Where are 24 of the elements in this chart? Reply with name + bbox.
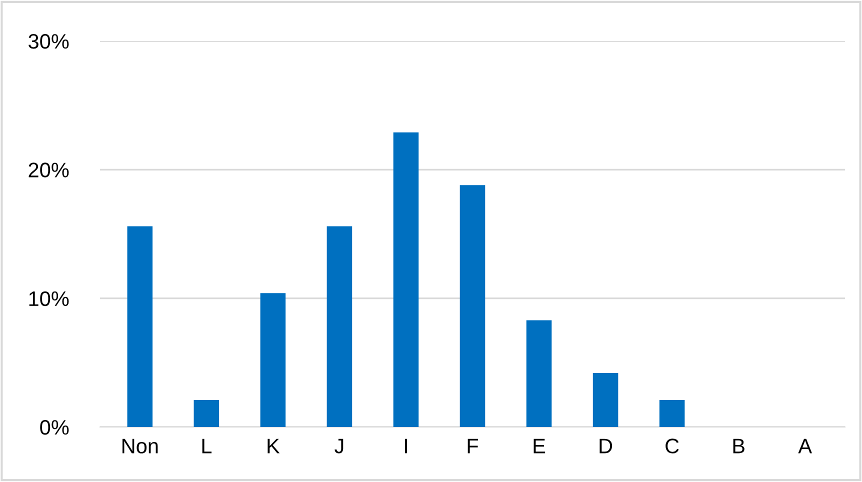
x-tick-label: D — [600, 438, 612, 454]
bar — [326, 226, 352, 427]
x-tick-label: Non — [122, 438, 158, 454]
x-tick-label: J — [334, 438, 344, 454]
bar — [526, 320, 552, 427]
bar — [460, 185, 486, 427]
x-tick-label: E — [534, 438, 546, 454]
bar — [592, 372, 618, 427]
bar — [194, 400, 220, 427]
x-tick-label: L — [202, 438, 212, 454]
y-tick-label: 0% — [40, 420, 69, 435]
y-tick-label: 30% — [28, 34, 69, 49]
x-tick-label: A — [798, 438, 812, 454]
bar — [127, 226, 153, 427]
x-tick-label: I — [405, 438, 407, 454]
y-tick-label: 20% — [28, 162, 69, 178]
x-tick-label: K — [268, 438, 280, 454]
bar — [393, 132, 419, 427]
x-tick-label: C — [666, 438, 679, 454]
x-tick-label: F — [468, 438, 478, 454]
bar — [659, 400, 685, 427]
bar — [260, 293, 286, 427]
y-tick-label: 10% — [29, 291, 69, 306]
x-tick-label: B — [733, 438, 744, 454]
